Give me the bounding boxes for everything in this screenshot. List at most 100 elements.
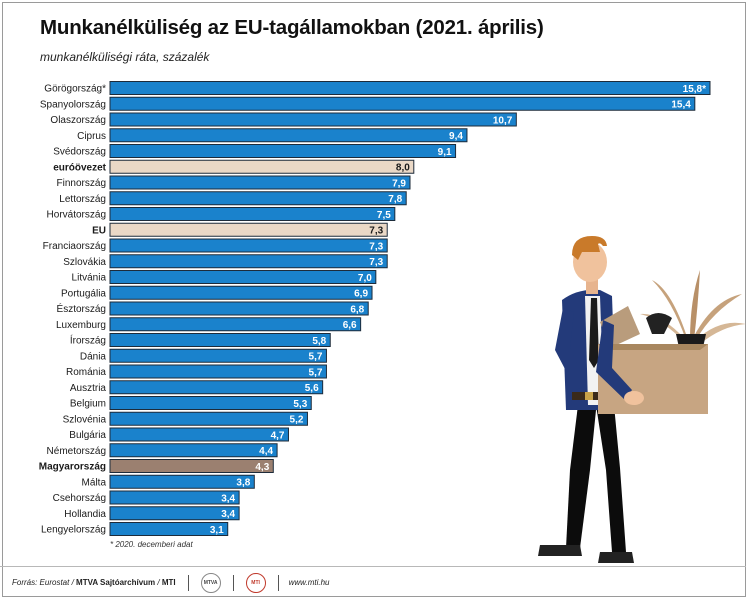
value-label: 5,2: [290, 415, 304, 426]
category-label: Ciprus: [77, 131, 106, 142]
bar: [109, 396, 312, 410]
bar-row: Luxemburg 6,6: [56, 317, 362, 332]
bar: [109, 144, 457, 158]
value-label: 3,4: [221, 493, 235, 504]
source-line: Forrás: Eurostat / MTVA Sajtóarchívum / …: [12, 578, 176, 587]
bar: [109, 474, 255, 489]
category-label: Szlovénia: [63, 414, 107, 425]
value-label: 9,4: [449, 131, 463, 142]
bar-row: Bulgária 4,7: [69, 427, 289, 442]
value-label: 3,4: [221, 509, 235, 520]
category-label: Észtország: [57, 302, 106, 315]
bar: [109, 112, 517, 127]
bar-row: Horvátország 7,5: [47, 207, 396, 221]
bar: [109, 128, 468, 143]
bar: [109, 191, 407, 206]
bar-row: euróövezet 8,0: [53, 159, 415, 174]
footer-bar: Forrás: Eurostat / MTVA Sajtóarchívum / …: [0, 566, 746, 598]
value-label: 4,4: [259, 446, 273, 457]
value-label: 8,0: [396, 163, 410, 174]
bar: [109, 490, 240, 505]
bar-row: Svédország 9,1: [53, 144, 457, 158]
value-label: 5,8: [312, 336, 326, 347]
category-label: euróövezet: [53, 162, 106, 173]
category-label: Lengyelország: [41, 525, 106, 536]
value-label: 7,5: [377, 210, 391, 221]
bar: [109, 254, 388, 269]
bar-row: Magyarország 4,3: [39, 459, 274, 473]
bar-row: Szlovénia 5,2: [63, 411, 308, 426]
bar-row: Olaszország 10,7: [50, 112, 517, 127]
value-label: 15,4: [671, 100, 691, 111]
bar: [109, 380, 324, 395]
bar-row: Ciprus 9,4: [77, 128, 468, 143]
website-link[interactable]: www.mti.hu: [288, 578, 330, 587]
value-label: 7,0: [358, 273, 372, 284]
category-label: Franciaország: [43, 241, 106, 252]
mtva-logo-icon: MTVA: [200, 572, 221, 593]
category-label: Svédország: [53, 147, 106, 158]
bar-row: Csehország 3,4: [53, 490, 240, 505]
bar-row: Lengyelország 3,1: [41, 522, 229, 536]
category-label: Litvánia: [72, 273, 107, 284]
category-label: Románia: [66, 367, 106, 378]
category-label: Dánia: [80, 351, 107, 362]
bar: [109, 175, 411, 190]
bar-row: Dánia 5,7: [80, 348, 327, 363]
bar: [109, 81, 711, 95]
value-label: 7,8: [388, 194, 402, 205]
bar: [109, 348, 327, 363]
bar: [109, 96, 696, 111]
footer-separator: [232, 574, 234, 591]
bar-row: Észtország 6,8: [57, 301, 369, 316]
value-label: 5,3: [293, 399, 307, 410]
value-label: 3,8: [236, 478, 250, 489]
bar-row: Szlovákia 7,3: [63, 254, 388, 269]
footer-separator: [277, 574, 279, 591]
category-label: Németország: [47, 446, 106, 457]
bar-row: Finnország 7,9: [57, 175, 411, 190]
bar: [109, 506, 240, 521]
bar-row: Franciaország 7,3: [43, 238, 388, 253]
bar-row: Portugália 6,9: [61, 285, 373, 300]
bar-row: Ausztria 5,6: [70, 380, 324, 395]
bar: [109, 301, 369, 316]
mti-logo-icon: MTI: [245, 572, 266, 593]
source-credit: MTVA Sajtóarchívum: [76, 578, 156, 587]
category-label: Finnország: [57, 178, 106, 189]
bar: [109, 159, 415, 174]
bar: [109, 333, 331, 347]
footnote: * 2020. decemberi adat: [110, 540, 193, 549]
bar-row: Románia 5,7: [66, 364, 327, 379]
bar: [109, 238, 388, 253]
bar: [109, 443, 278, 458]
category-label: Luxemburg: [56, 320, 106, 331]
bar-row: Lettország 7,8: [59, 191, 407, 206]
chart-subtitle: munkanélküliségi ráta, százalék: [40, 50, 210, 64]
bar-row: Görögország* 15,8*: [44, 81, 711, 95]
category-label: Írország: [70, 334, 106, 347]
bar-row: Németország 4,4: [47, 443, 278, 458]
value-label: 10,7: [493, 115, 513, 126]
source-agency: MTI: [161, 578, 176, 587]
value-label: 4,3: [255, 462, 269, 473]
category-label: Magyarország: [39, 462, 106, 473]
category-label: Belgium: [70, 399, 106, 410]
bar: [109, 459, 274, 473]
value-label: 5,6: [305, 383, 319, 394]
category-label: Csehország: [53, 493, 106, 504]
category-label: Szlovákia: [63, 257, 106, 268]
value-label: 3,1: [210, 525, 224, 536]
category-label: Spanyolország: [40, 99, 106, 110]
chart-title: Munkanélküliség az EU-tagállamokban (202…: [40, 16, 544, 39]
bar-row: Spanyolország 15,4: [40, 96, 696, 111]
bar-row: Belgium 5,3: [70, 396, 312, 410]
category-label: Ausztria: [70, 383, 107, 394]
source-label: Forrás: Eurostat: [12, 578, 70, 587]
bar: [109, 522, 229, 536]
category-label: Hollandia: [64, 509, 106, 520]
value-label: 4,7: [271, 430, 285, 441]
bar: [109, 207, 396, 221]
